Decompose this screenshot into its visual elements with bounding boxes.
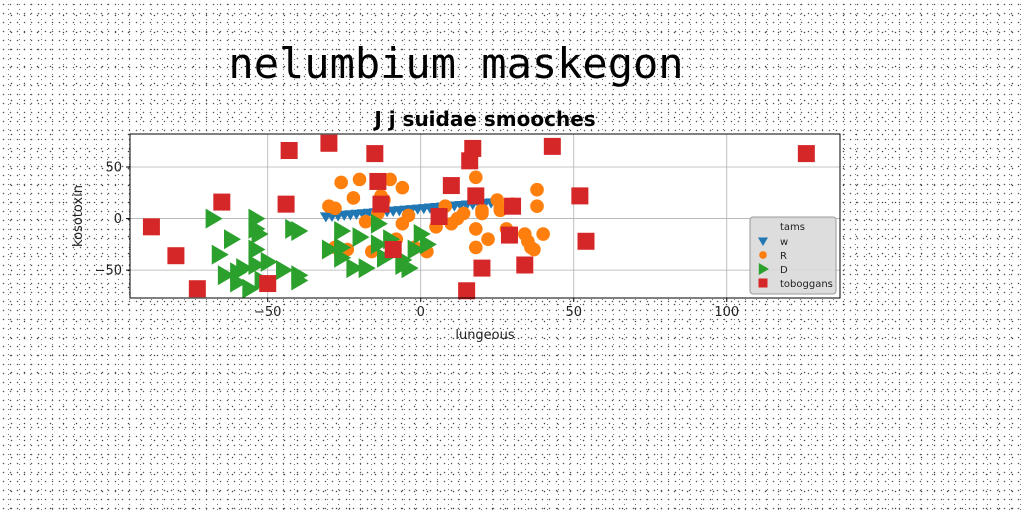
point-toboggans — [369, 172, 387, 190]
series-D — [205, 208, 437, 299]
point-D — [334, 247, 352, 268]
point-D — [205, 208, 223, 229]
point-toboggans — [516, 256, 534, 274]
point-toboggans — [188, 280, 206, 298]
y-tick-label: 0 — [114, 212, 122, 227]
legend-marker-w — [758, 237, 768, 246]
point-toboggans — [797, 145, 815, 163]
point-R — [530, 199, 544, 214]
point-R — [536, 227, 550, 241]
point-toboggans — [430, 208, 448, 226]
point-R — [328, 201, 342, 216]
point-D — [401, 258, 419, 279]
point-toboggans — [142, 218, 160, 236]
legend-marker-R — [759, 251, 767, 259]
point-D — [334, 220, 352, 241]
legend-box — [749, 216, 837, 295]
point-toboggans — [458, 282, 476, 300]
point-D — [358, 258, 376, 279]
point-D — [291, 270, 309, 291]
point-toboggans — [473, 259, 491, 277]
plot-frame — [129, 133, 841, 299]
y-tick-label: 50 — [105, 161, 122, 176]
point-toboggans — [504, 197, 522, 215]
point-toboggans — [280, 142, 298, 160]
legend-title: tams — [780, 222, 805, 233]
data-marks — [142, 134, 815, 300]
point-D — [242, 278, 260, 299]
point-D — [260, 251, 278, 272]
point-R — [334, 175, 348, 190]
point-R — [493, 201, 508, 216]
point-toboggans — [372, 195, 390, 213]
point-D — [285, 218, 303, 239]
point-D — [230, 262, 248, 283]
point-toboggans — [500, 226, 518, 244]
point-D — [217, 265, 235, 286]
point-R — [456, 206, 471, 221]
point-toboggans — [577, 232, 595, 250]
point-R — [530, 182, 544, 197]
point-R — [517, 227, 532, 241]
point-R — [395, 180, 410, 195]
point-D — [276, 260, 294, 281]
x-axis-label: lungeous — [455, 328, 515, 343]
point-R — [481, 232, 495, 247]
point-R — [401, 208, 416, 223]
legend-marker-toboggans — [758, 278, 768, 288]
point-toboggans — [442, 177, 460, 195]
point-R — [352, 172, 367, 187]
point-toboggans — [366, 145, 384, 163]
x-tick-label: −50 — [254, 305, 281, 320]
point-R — [475, 206, 489, 221]
point-toboggans — [213, 193, 231, 211]
point-D — [370, 234, 388, 255]
axis-ticks: −50 0 50 100 −50 0 50 — [95, 161, 740, 320]
point-D — [248, 239, 266, 260]
point-D — [223, 229, 241, 250]
point-R — [346, 191, 361, 205]
point-D — [419, 234, 437, 255]
x-tick-label: 50 — [565, 305, 582, 320]
point-D — [321, 239, 339, 260]
point-D — [248, 254, 266, 275]
point-D — [407, 239, 425, 260]
point-R — [469, 240, 483, 255]
point-toboggans — [467, 187, 485, 205]
legend-label-D: D — [780, 265, 788, 276]
chart-suptitle: nelumbium maskegon — [228, 39, 683, 88]
point-toboggans — [320, 134, 338, 152]
chart-title: J j suidae smooches — [372, 107, 595, 131]
point-toboggans — [277, 195, 295, 213]
point-toboggans — [571, 187, 589, 205]
legend-label-toboggans: toboggans — [780, 279, 833, 290]
point-D — [370, 213, 388, 234]
point-R — [358, 214, 373, 229]
point-R — [524, 240, 538, 255]
y-tick-label: −50 — [95, 264, 122, 279]
legend-label-R: R — [780, 251, 787, 262]
point-D — [211, 244, 229, 265]
series-toboggans — [142, 134, 815, 300]
point-R — [469, 170, 483, 185]
point-D — [346, 258, 364, 279]
point-R — [383, 172, 397, 187]
point-toboggans — [259, 275, 277, 293]
y-axis-label: kosotoxin — [71, 185, 86, 247]
point-D — [251, 224, 269, 245]
point-D — [352, 227, 370, 248]
point-R — [469, 222, 483, 236]
x-tick-label: 100 — [714, 305, 739, 320]
point-toboggans — [384, 241, 402, 259]
point-D — [413, 224, 431, 245]
x-tick-label: 0 — [417, 305, 425, 320]
legend-marker-D — [758, 263, 769, 275]
point-toboggans — [543, 137, 561, 155]
legend-label-w: w — [780, 237, 788, 248]
point-toboggans — [167, 247, 185, 265]
point-toboggans — [464, 139, 482, 157]
